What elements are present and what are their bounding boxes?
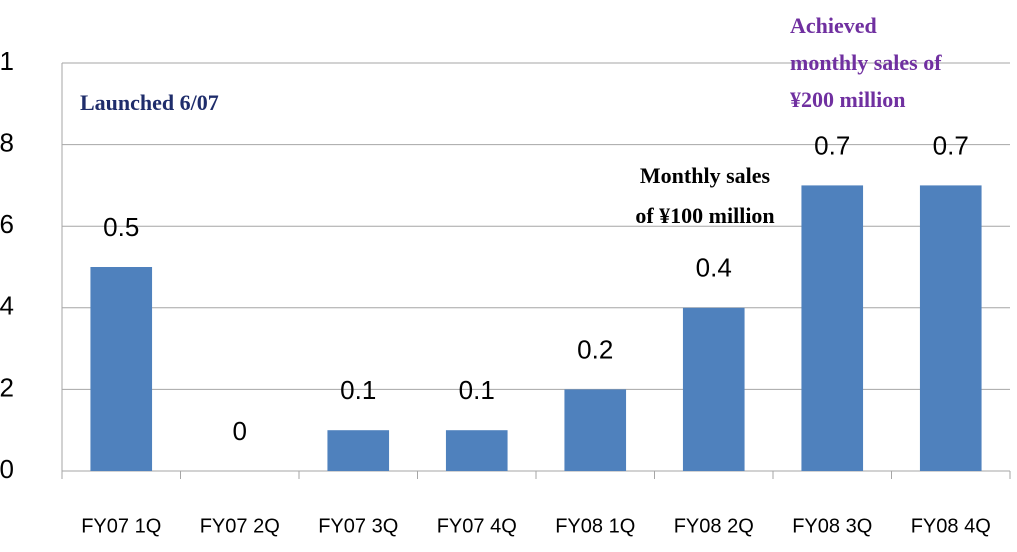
x-tick-label: FY07 4Q <box>437 515 517 537</box>
x-tick-label: FY07 2Q <box>200 515 280 537</box>
data-label: 0.4 <box>696 253 732 283</box>
data-label: 0.7 <box>933 130 969 160</box>
x-tick-label: FY07 3Q <box>318 515 398 537</box>
annotation: monthly sales of <box>790 50 942 75</box>
data-label: 0.1 <box>459 375 495 405</box>
bar <box>327 430 390 471</box>
data-label: 0.7 <box>814 130 850 160</box>
x-tick-label: FY08 3Q <box>792 515 872 537</box>
data-label: 0.2 <box>577 334 613 364</box>
data-label: 0.1 <box>340 375 376 405</box>
bar <box>801 185 864 471</box>
y-tick-label: 0.6 <box>0 209 14 239</box>
bar <box>682 307 745 471</box>
y-tick-label: 1 <box>0 46 14 76</box>
annotation: Monthly sales <box>640 163 771 188</box>
y-tick-label: 0.2 <box>0 372 14 402</box>
y-tick-label: 0.8 <box>0 127 14 157</box>
annotation: Launched 6/07 <box>80 90 219 115</box>
y-tick-label: 0 <box>0 454 14 484</box>
y-tick-label: 0.4 <box>0 291 14 321</box>
bar <box>90 267 153 471</box>
bar <box>919 185 982 471</box>
data-label: 0.5 <box>103 212 139 242</box>
x-tick-label: FY08 4Q <box>911 515 991 537</box>
annotation: Achieved <box>790 13 877 38</box>
bar <box>445 430 508 471</box>
annotation: of ¥100 million <box>635 203 774 228</box>
data-label: 0 <box>233 416 247 446</box>
x-tick-label: FY08 1Q <box>555 515 635 537</box>
annotation: ¥200 million <box>790 87 906 112</box>
x-tick-label: FY07 1Q <box>81 515 161 537</box>
bar <box>564 389 627 471</box>
x-tick-label: FY08 2Q <box>674 515 754 537</box>
